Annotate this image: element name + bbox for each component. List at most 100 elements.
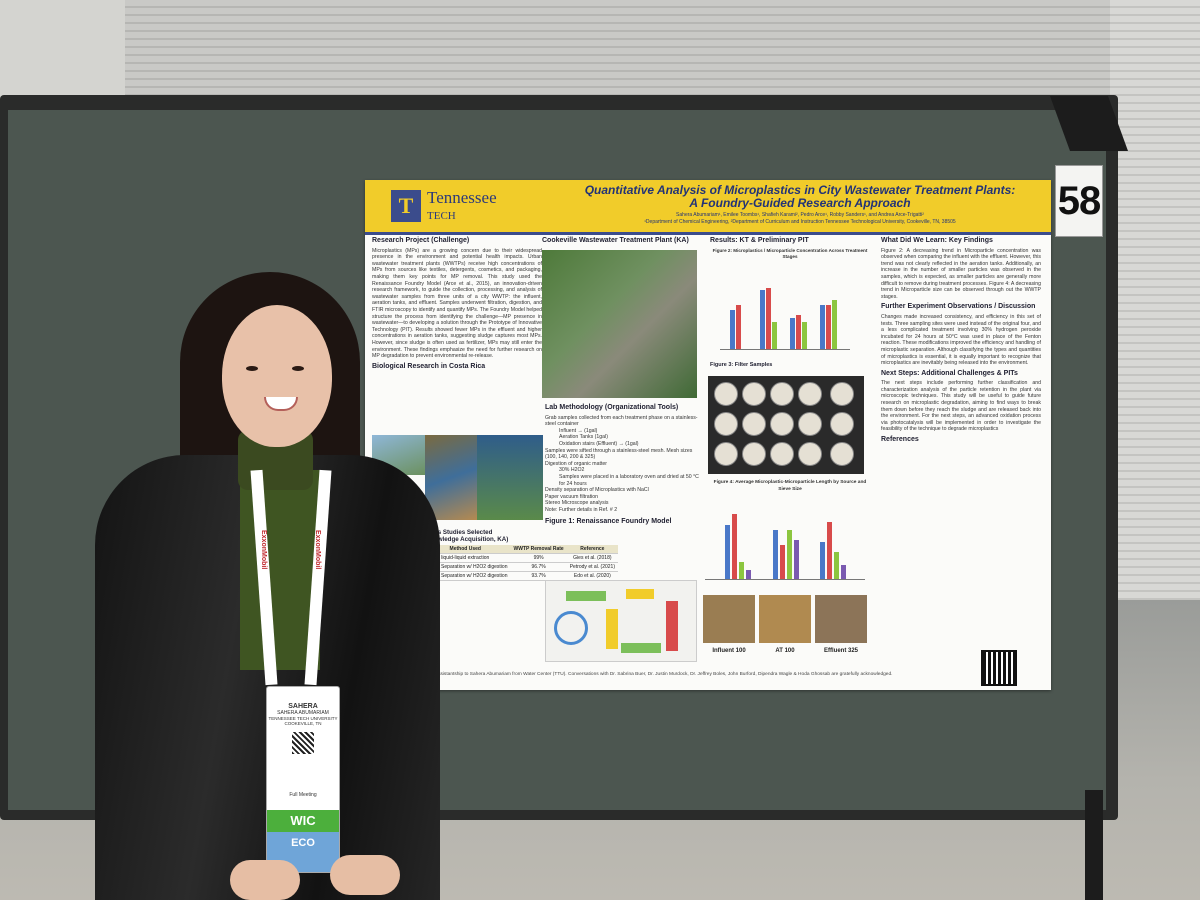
badge-city: COOKEVILLE, TN bbox=[284, 721, 322, 726]
list-item: Grab samples collected from each treatme… bbox=[545, 414, 698, 428]
micrograph-photo bbox=[759, 595, 811, 643]
research-poster: T Tennessee TECH Quantitative Analysis o… bbox=[365, 180, 1051, 690]
lanyard-sponsor-text: ExxonMobil bbox=[314, 530, 321, 570]
background-wall-left bbox=[0, 0, 125, 110]
person-face bbox=[222, 305, 332, 447]
filter-samples-photo bbox=[708, 376, 864, 474]
poster-title: Quantitative Analysis of Microplastics i… bbox=[565, 184, 1035, 210]
concentration-bar-chart bbox=[720, 260, 850, 350]
table-cell: Density Separation w/ H2O2 digestion bbox=[420, 571, 511, 581]
section-heading: What Did We Learn: Key Findings bbox=[881, 237, 993, 244]
section-heading: Figure 1: Renaissance Foundry Model bbox=[545, 517, 672, 525]
university-logo-text: Tennessee TECH bbox=[427, 188, 497, 224]
costa-rica-photo bbox=[425, 435, 477, 520]
micrograph-photo bbox=[815, 595, 867, 643]
badge-org: TENNESSEE TECH UNIVERSITY bbox=[268, 716, 338, 721]
poster-column-4: What Did We Learn: Key Findings Figure 2… bbox=[881, 237, 1041, 447]
list-item: Samples were sifted through a stainless-… bbox=[545, 447, 693, 461]
roll-up-door bbox=[1110, 0, 1200, 600]
badge-type: Full Meeting bbox=[289, 792, 317, 798]
table-row: liquid-liquid extraction 99% Gies et al.… bbox=[420, 553, 619, 563]
costa-rica-photo bbox=[477, 435, 543, 520]
figure-caption: Figure 3: Filter Samples bbox=[710, 362, 773, 368]
eye bbox=[292, 366, 304, 371]
section-heading: es (Knowledge Acquisition, KA) bbox=[415, 535, 509, 543]
poster-authors: Sahera Abumariam¹, Emilee Toombs¹, Shafi… bbox=[565, 212, 1035, 226]
micrograph-label: Influent 100 bbox=[712, 648, 746, 654]
booth-number: 58 bbox=[1055, 165, 1103, 237]
table-cell: Petrody et al. (2021) bbox=[566, 562, 619, 572]
foundry-model-diagram bbox=[545, 580, 697, 662]
list-item: Samples were placed in a laboratory oven… bbox=[559, 473, 699, 487]
section-body: Microplastics (MPs) are a growing concer… bbox=[372, 247, 542, 360]
eye bbox=[246, 366, 258, 371]
section-body: The next steps include performing furthe… bbox=[881, 380, 1041, 433]
table-cell: 99% bbox=[510, 553, 567, 563]
table-cell: 93.7% bbox=[510, 571, 567, 581]
section-heading: Research Project (Challenge) bbox=[372, 237, 470, 244]
section-body: Figure 2: A decreasing trend in Micropar… bbox=[881, 247, 1041, 300]
section-heading: Biological Research in Costa Rica bbox=[372, 362, 486, 370]
table-header: WWTP Removal Rate bbox=[510, 545, 567, 554]
figure-caption: Figure 4: Average Microplastic-Micropart… bbox=[713, 480, 867, 492]
acknowledgements: ...ch assistantship to Sahera Abumariam … bbox=[425, 672, 893, 677]
figure3-caption-wrap: Figure 3: Filter Samples bbox=[710, 362, 870, 372]
list-item: 30% H2O2 bbox=[559, 467, 585, 474]
list-item: Density separation of Microplastics with… bbox=[545, 487, 649, 494]
poster-header: T Tennessee TECH Quantitative Analysis o… bbox=[365, 180, 1051, 235]
table-row: Density Separation w/ H2O2 digestion 96.… bbox=[420, 562, 619, 572]
stand-leg bbox=[1085, 790, 1103, 900]
badge-full-name: SAHERA ABUMARIAM bbox=[277, 710, 329, 716]
table-header-row: Method Used WWTP Removal Rate Reference bbox=[420, 545, 619, 554]
poster-column-3: Results: KT & Preliminary PIT Figure 2: … bbox=[710, 237, 870, 261]
badge-tag: ECO bbox=[267, 832, 339, 872]
authors: Sahera Abumariam¹, Emilee Toombs¹, Shafi… bbox=[676, 212, 924, 218]
badge-tag: WIC bbox=[267, 810, 339, 832]
list-item: Digestion of organic matter bbox=[545, 460, 607, 467]
poster-title-line2: A Foundry-Guided Research Approach bbox=[689, 196, 911, 210]
poster-column-2: Cookeville Wastewater Treatment Plant (K… bbox=[542, 237, 702, 248]
micrograph-label: AT 100 bbox=[775, 648, 795, 654]
lanyard-sponsor-text: ExxonMobil bbox=[260, 530, 267, 570]
logo-text-line1: Tennessee bbox=[427, 188, 497, 207]
poster-title-line1: Quantitative Analysis of Microplastics i… bbox=[584, 183, 1016, 197]
list-item: Stereo Microscope analysis bbox=[545, 500, 609, 507]
section-heading: Lab Methodology (Organizational Tools) bbox=[545, 404, 679, 411]
affiliations: ¹Department of Chemical Engineering, ²De… bbox=[644, 219, 956, 225]
table-cell: 96.7% bbox=[510, 562, 567, 572]
micrograph-photo bbox=[703, 595, 755, 643]
poster-column-1: Research Project (Challenge) Microplasti… bbox=[372, 237, 542, 373]
section-body: Changes made increased consistency, and … bbox=[881, 313, 1041, 367]
section-heading: Results: KT & Preliminary PIT bbox=[710, 237, 809, 244]
section-heading: Previous Studies Selected bbox=[415, 529, 493, 536]
previous-studies-table: Method Used WWTP Removal Rate Reference … bbox=[420, 545, 619, 581]
badge-first-name: SAHERA bbox=[288, 703, 318, 710]
list-item: Aeration Tanks (1gal) bbox=[559, 434, 608, 441]
previous-studies-heading: Previous Studies Selected es (Knowledge … bbox=[415, 529, 545, 546]
lab-methodology: Lab Methodology (Organizational Tools) G… bbox=[545, 404, 700, 528]
table-cell: Density Separation w/ H2O2 digestion bbox=[420, 562, 511, 572]
person-hand bbox=[230, 860, 300, 900]
table-cell: liquid-liquid extraction bbox=[420, 553, 511, 563]
micrograph-label: Effluent 325 bbox=[823, 648, 858, 654]
qr-code-icon bbox=[981, 650, 1017, 686]
section-heading: Further Experiment Observations / Discus… bbox=[881, 303, 1036, 311]
conference-badge: SAHERA SAHERA ABUMARIAM TENNESSEE TECH U… bbox=[266, 686, 340, 873]
section-heading: Next Steps: Additional Challenges & PITs bbox=[881, 369, 1018, 377]
list-item: Influent → (1gal) bbox=[559, 427, 598, 434]
section-heading: Cookeville Wastewater Treatment Plant (K… bbox=[542, 237, 689, 244]
table-header: Reference bbox=[566, 545, 619, 554]
badge-qr-icon bbox=[292, 732, 314, 754]
list-item: Note: Further details in Ref. # 2 bbox=[545, 506, 618, 513]
list-item: Paper vacuum filtration bbox=[545, 493, 599, 500]
logo-text-line2: TECH bbox=[427, 210, 456, 222]
figure-caption: Figure 2: Microplastics / Microparticle … bbox=[712, 247, 868, 260]
section-heading: References bbox=[881, 436, 919, 444]
particle-length-bar-chart bbox=[705, 495, 865, 580]
university-logo-icon: T bbox=[391, 190, 421, 222]
person-hand bbox=[330, 855, 400, 895]
table-header: Method Used bbox=[420, 545, 511, 554]
figure4-caption-wrap: Figure 4: Average Microplastic-Micropart… bbox=[710, 480, 870, 493]
background-wall bbox=[0, 0, 1200, 110]
